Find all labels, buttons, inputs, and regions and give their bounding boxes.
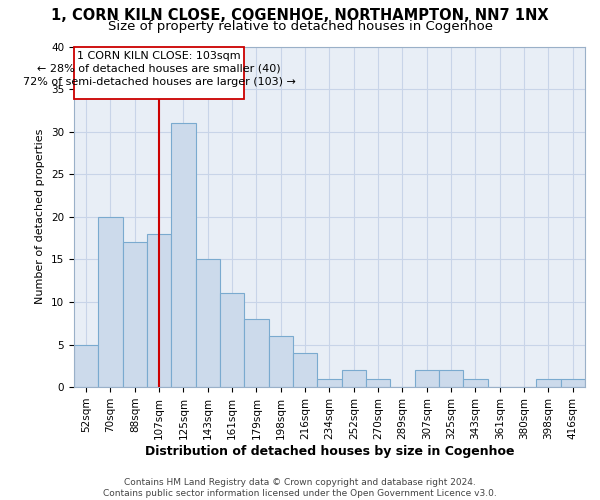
Bar [366,378,391,387]
Bar [415,370,439,387]
FancyBboxPatch shape [74,46,244,100]
Bar [269,336,293,387]
Text: 1 CORN KILN CLOSE: 103sqm
← 28% of detached houses are smaller (40)
72% of semi-: 1 CORN KILN CLOSE: 103sqm ← 28% of detac… [23,51,296,87]
Bar [220,294,244,387]
X-axis label: Distribution of detached houses by size in Cogenhoe: Distribution of detached houses by size … [145,444,514,458]
Bar [317,378,341,387]
Bar [147,234,171,387]
Y-axis label: Number of detached properties: Number of detached properties [35,129,46,304]
Bar [244,319,269,387]
Bar [463,378,488,387]
Bar [98,217,122,387]
Text: Contains HM Land Registry data © Crown copyright and database right 2024.
Contai: Contains HM Land Registry data © Crown c… [103,478,497,498]
Bar [560,378,585,387]
Text: 1, CORN KILN CLOSE, COGENHOE, NORTHAMPTON, NN7 1NX: 1, CORN KILN CLOSE, COGENHOE, NORTHAMPTO… [51,8,549,22]
Bar [536,378,560,387]
Bar [74,344,98,387]
Bar [122,242,147,387]
Bar [439,370,463,387]
Bar [171,123,196,387]
Bar [341,370,366,387]
Text: Size of property relative to detached houses in Cogenhoe: Size of property relative to detached ho… [107,20,493,33]
Bar [293,353,317,387]
Bar [196,260,220,387]
